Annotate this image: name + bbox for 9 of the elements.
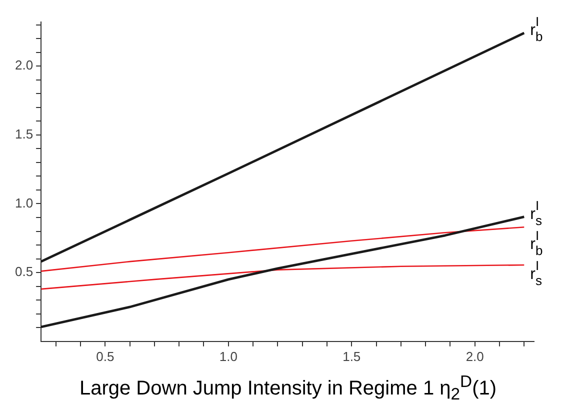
y-tick-label: 1.0 — [14, 195, 34, 210]
x-tick-label: 0.5 — [96, 348, 114, 364]
x-tick-label: 1.0 — [219, 348, 238, 364]
y-tick-label: 0.5 — [14, 264, 34, 280]
y-tick-label: 1.5 — [14, 126, 34, 142]
y-tick-label: 2.0 — [14, 58, 34, 73]
x-tick-label: 2.0 — [466, 348, 484, 364]
x-tick-label: 1.5 — [342, 348, 361, 364]
x-axis-title: Large Down Jump Intensity in Regime 1 η$_{2}$$^{D}$(1) — [78, 372, 498, 405]
